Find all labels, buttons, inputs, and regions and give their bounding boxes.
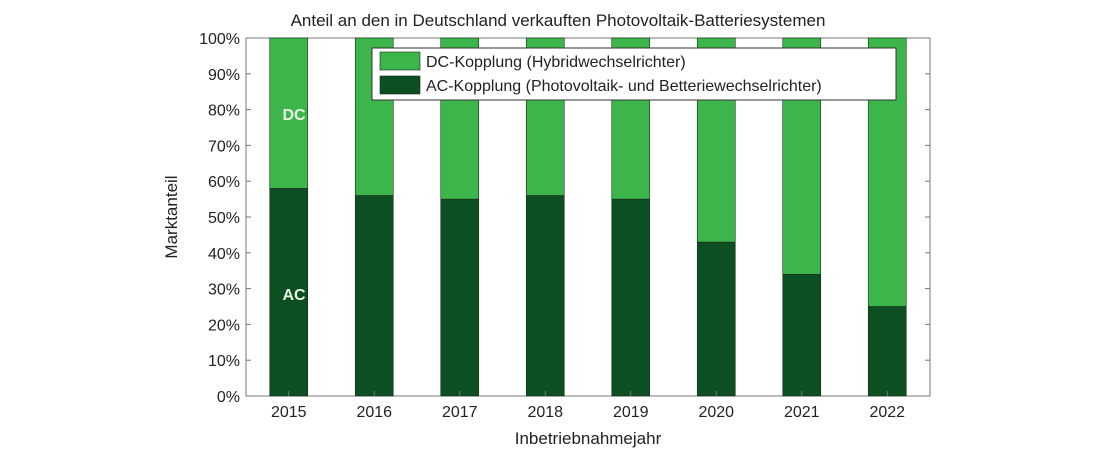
chart-title: Anteil an den in Deutschland verkauften … — [291, 11, 826, 30]
ac-bar-label: AC — [282, 287, 306, 304]
y-ticks: 0% 10% 20% 30% 40% 50% 60% 70% 80% 90% 100% — [199, 31, 930, 406]
y-tick-label: 40% — [208, 246, 240, 263]
bar-ac-2018 — [525, 195, 565, 397]
y-tick-label: 50% — [208, 210, 240, 227]
bar-ac-2021 — [782, 273, 822, 397]
x-tick-label: 2019 — [613, 404, 649, 421]
x-tick-label: 2021 — [784, 404, 820, 421]
legend-label-dc: DC-Kopplung (Hybridwechselrichter) — [426, 54, 686, 71]
bar-ac-2019 — [611, 198, 651, 397]
x-tick-label: 2018 — [527, 404, 563, 421]
y-tick-label: 60% — [208, 174, 240, 191]
x-tick-label: 2015 — [271, 404, 307, 421]
y-tick-label: 90% — [208, 67, 240, 84]
bar-dc-2015 — [269, 37, 309, 189]
y-tick-label: 20% — [208, 317, 240, 334]
y-tick-label: 10% — [208, 353, 240, 370]
legend-swatch-ac — [379, 75, 421, 95]
y-tick-label: 0% — [217, 389, 240, 406]
x-axis-label: Inbetriebnahmejahr — [515, 429, 662, 448]
y-tick-label: 80% — [208, 103, 240, 120]
bar-ac-2016 — [354, 195, 394, 397]
legend: DC-Kopplung (Hybridwechselrichter) AC-Kop… — [371, 47, 897, 101]
x-tick-label: 2022 — [869, 404, 905, 421]
bars-group — [269, 37, 907, 397]
bar-ac-2020 — [696, 241, 736, 397]
bar-ac-2015 — [269, 188, 309, 397]
y-tick-label: 30% — [208, 282, 240, 299]
x-tick-label: 2020 — [698, 404, 734, 421]
legend-box — [371, 47, 897, 101]
y-tick-label: 70% — [208, 138, 240, 155]
y-axis-label: Marktanteil — [162, 175, 181, 258]
x-ticks: 2015 2016 2017 2018 2019 2020 2021 2022 — [271, 391, 905, 421]
dc-bar-label: DC — [282, 107, 306, 124]
y-tick-label: 100% — [199, 31, 240, 48]
bar-ac-2017 — [440, 198, 480, 397]
x-tick-label: 2016 — [356, 404, 392, 421]
bar-ac-2022 — [867, 306, 907, 397]
legend-label-ac: AC-Kopplung (Photovoltaik- und Betteriew… — [426, 78, 822, 95]
x-tick-label: 2017 — [442, 404, 478, 421]
legend-swatch-dc — [379, 51, 421, 71]
